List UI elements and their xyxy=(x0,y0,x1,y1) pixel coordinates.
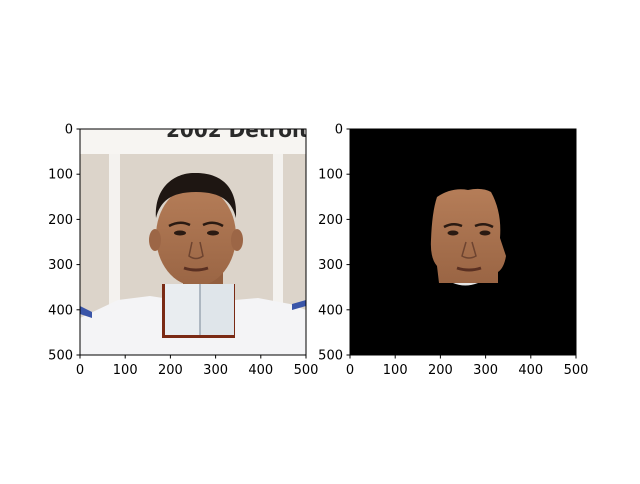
photo-eye-left xyxy=(174,230,186,236)
masked-eyebrow-right xyxy=(474,223,494,229)
left-x-tick-label: 400 xyxy=(248,363,273,378)
photo-white-pole-left xyxy=(109,154,120,355)
left-x-tick-label: 300 xyxy=(203,363,228,378)
photo-top-strip xyxy=(80,129,306,154)
masked-eye-right xyxy=(479,230,491,236)
photo-eyebrow-right xyxy=(202,221,224,228)
right-y-tick-label: 200 xyxy=(318,213,343,228)
right-y-tick-label: 100 xyxy=(318,168,343,183)
right-y-tick-label: 500 xyxy=(318,349,343,364)
left-axes-frame xyxy=(79,128,307,356)
photo-banner-text: 2002 Detroit xyxy=(166,118,309,142)
photo-ear-right xyxy=(231,229,243,251)
left-y-tick-label: 200 xyxy=(48,213,73,228)
photo-jersey-trim-left xyxy=(80,306,92,318)
left-image-panel: 2002 Detroit xyxy=(80,118,309,355)
right-x-tick-label: 400 xyxy=(518,363,543,378)
photo-ear-left xyxy=(149,229,161,251)
left-y-tick-label: 500 xyxy=(48,349,73,364)
left-x-tick-label: 0 xyxy=(76,363,84,378)
left-y-tick-label: 100 xyxy=(48,168,73,183)
photo-eye-right xyxy=(207,230,219,236)
masked-mouth xyxy=(456,266,482,272)
masked-eye-left xyxy=(447,230,459,236)
left-x-tick-label: 500 xyxy=(294,363,319,378)
left-x-tick-label: 200 xyxy=(158,363,183,378)
left-y-tick-label: 300 xyxy=(48,258,73,273)
right-y-tick-label: 400 xyxy=(318,303,343,318)
photo-eyebrow-left xyxy=(168,221,191,228)
right-y-tick-label: 300 xyxy=(318,258,343,273)
masked-eyebrow-left xyxy=(443,223,463,229)
photo-white-pole-right xyxy=(273,154,283,355)
right-axes-frame xyxy=(349,128,577,356)
book-page-right xyxy=(200,284,234,335)
right-x-tick-label: 0 xyxy=(346,363,354,378)
photo-mouth xyxy=(183,266,209,272)
right-x-tick-label: 500 xyxy=(564,363,589,378)
masked-face xyxy=(430,188,506,283)
right-x-tick-label: 300 xyxy=(473,363,498,378)
right-x-tick-label: 200 xyxy=(428,363,453,378)
book-occluder xyxy=(162,284,235,338)
left-y-tick-label: 0 xyxy=(65,123,73,138)
masked-face-chin-shade xyxy=(453,283,478,286)
photo-jersey-trim-right xyxy=(292,300,306,310)
book-page-left xyxy=(165,284,200,335)
photo-nose xyxy=(188,241,204,260)
right-image-panel xyxy=(350,129,576,355)
left-x-tick-label: 100 xyxy=(113,363,138,378)
photo-face xyxy=(156,186,236,286)
masked-nose xyxy=(461,241,477,259)
right-x-tick-label: 100 xyxy=(383,363,408,378)
right-y-tick-label: 0 xyxy=(335,123,343,138)
left-y-tick-label: 400 xyxy=(48,303,73,318)
photo-hair xyxy=(155,172,237,218)
